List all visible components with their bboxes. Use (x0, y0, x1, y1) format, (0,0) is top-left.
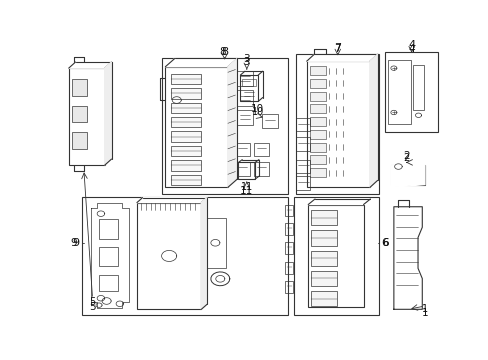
Bar (235, 143, 249, 156)
Bar (237, 71, 253, 86)
Polygon shape (390, 162, 424, 187)
Text: 6: 6 (382, 238, 388, 248)
Polygon shape (227, 58, 237, 187)
Text: 6: 6 (381, 238, 387, 248)
Bar (295, 138, 310, 151)
Text: 10: 10 (250, 104, 264, 114)
Text: 4: 4 (407, 40, 414, 50)
Bar (165, 67, 227, 187)
Text: 2: 2 (403, 153, 409, 163)
Bar (412, 66, 423, 110)
Polygon shape (306, 54, 377, 61)
Text: 7: 7 (333, 44, 340, 54)
Bar (310, 168, 325, 177)
Bar (285, 262, 292, 274)
Bar (310, 130, 325, 139)
Bar (400, 168, 405, 179)
Bar (310, 117, 325, 126)
Bar (311, 271, 336, 286)
Bar (171, 146, 201, 156)
Bar (310, 66, 325, 75)
Bar (310, 92, 325, 100)
Bar (296, 54, 379, 194)
Bar (238, 162, 255, 179)
Bar (393, 168, 398, 179)
Bar (171, 117, 201, 127)
Text: 3: 3 (243, 57, 249, 67)
Bar (285, 281, 292, 293)
Bar (311, 291, 336, 306)
Polygon shape (369, 54, 377, 187)
Bar (310, 143, 325, 152)
Bar (295, 159, 310, 173)
Bar (387, 60, 410, 123)
Bar (82, 197, 287, 315)
Bar (310, 156, 325, 164)
Text: 10: 10 (251, 107, 264, 117)
Bar (99, 219, 118, 239)
Bar (171, 175, 201, 185)
Text: 8: 8 (221, 48, 228, 57)
Bar (295, 118, 310, 131)
Text: 11: 11 (240, 182, 252, 192)
Text: 2: 2 (403, 151, 409, 161)
Bar (137, 203, 201, 309)
Bar (254, 162, 268, 176)
Bar (242, 79, 256, 86)
Bar (171, 160, 201, 171)
Polygon shape (68, 62, 111, 68)
Text: 1: 1 (421, 304, 427, 314)
Polygon shape (137, 198, 206, 203)
Bar (68, 68, 104, 165)
Bar (171, 103, 201, 113)
Polygon shape (104, 62, 111, 165)
Bar (285, 204, 292, 216)
Polygon shape (201, 198, 206, 309)
Bar (254, 143, 268, 156)
Bar (237, 90, 253, 105)
Text: 9: 9 (70, 238, 77, 248)
Bar (235, 162, 249, 176)
Bar (99, 247, 118, 266)
Text: 5: 5 (89, 297, 96, 307)
Bar (262, 114, 277, 128)
Bar (311, 230, 336, 246)
Bar (407, 168, 411, 179)
Bar (285, 223, 292, 235)
Bar (295, 176, 310, 190)
Text: 1: 1 (421, 308, 427, 318)
Bar (285, 242, 292, 254)
Bar (240, 75, 258, 102)
Bar (171, 131, 201, 142)
Bar (72, 132, 87, 149)
Text: 9: 9 (73, 238, 80, 248)
Polygon shape (165, 58, 237, 67)
Text: 7: 7 (333, 43, 341, 53)
Bar (161, 58, 287, 194)
Text: 5: 5 (89, 302, 96, 312)
Bar (413, 168, 418, 179)
Bar (307, 204, 363, 306)
Text: 11: 11 (240, 186, 253, 196)
Polygon shape (307, 199, 369, 204)
Text: 4: 4 (407, 44, 414, 54)
Bar (72, 105, 87, 122)
Bar (171, 74, 201, 84)
Bar (205, 218, 225, 268)
Bar (311, 251, 336, 266)
Bar (390, 165, 424, 185)
Bar (99, 275, 118, 291)
Text: 8: 8 (219, 46, 225, 57)
Text: 3: 3 (243, 54, 250, 64)
Bar (237, 110, 253, 125)
Bar (171, 88, 201, 99)
Bar (72, 79, 87, 96)
Bar (294, 197, 379, 315)
Bar (311, 210, 336, 225)
Bar (385, 51, 437, 132)
Bar (310, 79, 325, 88)
Bar (306, 61, 369, 187)
Bar (310, 104, 325, 113)
